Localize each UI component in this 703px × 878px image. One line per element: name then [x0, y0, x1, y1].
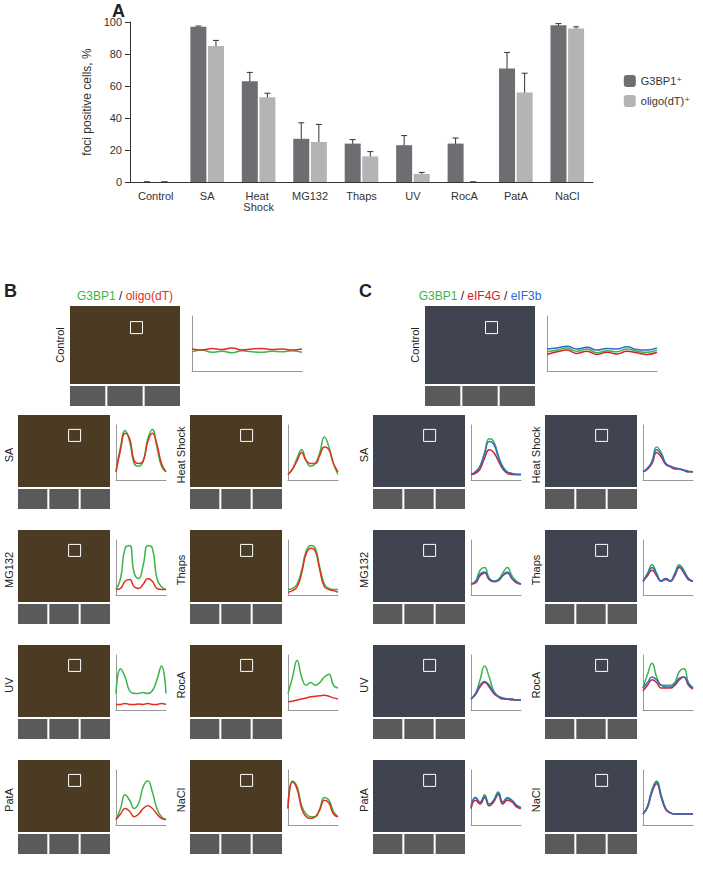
svg-text:UV: UV — [3, 677, 15, 693]
svg-text:40: 40 — [110, 112, 122, 124]
svg-text:/: / — [116, 289, 126, 303]
svg-text:SA: SA — [3, 447, 15, 462]
svg-text:G3BP1⁺: G3BP1⁺ — [641, 75, 682, 87]
svg-text:PatA: PatA — [358, 787, 370, 812]
svg-text:eIF4G: eIF4G — [467, 289, 500, 303]
svg-text:UV: UV — [405, 190, 421, 202]
svg-text:Control: Control — [54, 327, 66, 362]
svg-text:/: / — [457, 289, 467, 303]
svg-text:Thaps: Thaps — [175, 554, 187, 585]
svg-text:B: B — [4, 281, 17, 301]
svg-text:PatA: PatA — [3, 787, 15, 812]
svg-text:NaCl: NaCl — [555, 190, 579, 202]
svg-text:RocA: RocA — [530, 671, 542, 699]
svg-text:RocA: RocA — [175, 671, 187, 699]
svg-text:Heat Shock: Heat Shock — [175, 426, 187, 483]
svg-text:80: 80 — [110, 48, 122, 60]
svg-text:20: 20 — [110, 144, 122, 156]
svg-text:0: 0 — [116, 176, 122, 188]
svg-text:PatA: PatA — [504, 190, 529, 202]
svg-text:Thaps: Thaps — [346, 190, 377, 202]
svg-text:Thaps: Thaps — [530, 554, 542, 585]
svg-text:MG132: MG132 — [3, 552, 15, 588]
svg-text:UV: UV — [358, 677, 370, 693]
svg-text:MG132: MG132 — [358, 552, 370, 588]
svg-text:Control: Control — [409, 327, 421, 362]
svg-text:C: C — [359, 281, 372, 301]
svg-text:/: / — [501, 289, 511, 303]
svg-text:RocA: RocA — [451, 190, 479, 202]
svg-text:NaCl: NaCl — [175, 788, 187, 812]
svg-text:NaCl: NaCl — [530, 788, 542, 812]
svg-text:Heat Shock: Heat Shock — [530, 426, 542, 483]
svg-text:Control: Control — [138, 190, 173, 202]
svg-text:SA: SA — [200, 190, 215, 202]
svg-text:SA: SA — [358, 447, 370, 462]
svg-text:oligo(dT): oligo(dT) — [126, 289, 173, 303]
svg-text:G3BP1: G3BP1 — [77, 289, 116, 303]
svg-text:60: 60 — [110, 80, 122, 92]
svg-text:MG132: MG132 — [292, 190, 328, 202]
svg-text:Shock: Shock — [243, 201, 274, 213]
svg-text:A: A — [112, 1, 125, 21]
svg-text:foci positive cells, %: foci positive cells, % — [80, 48, 94, 156]
svg-text:eIF3b: eIF3b — [511, 289, 542, 303]
svg-text:oligo(dT)⁺: oligo(dT)⁺ — [641, 95, 690, 107]
svg-text:100: 100 — [104, 16, 122, 28]
svg-text:Heat: Heat — [245, 189, 272, 202]
svg-text:G3BP1: G3BP1 — [419, 289, 458, 303]
